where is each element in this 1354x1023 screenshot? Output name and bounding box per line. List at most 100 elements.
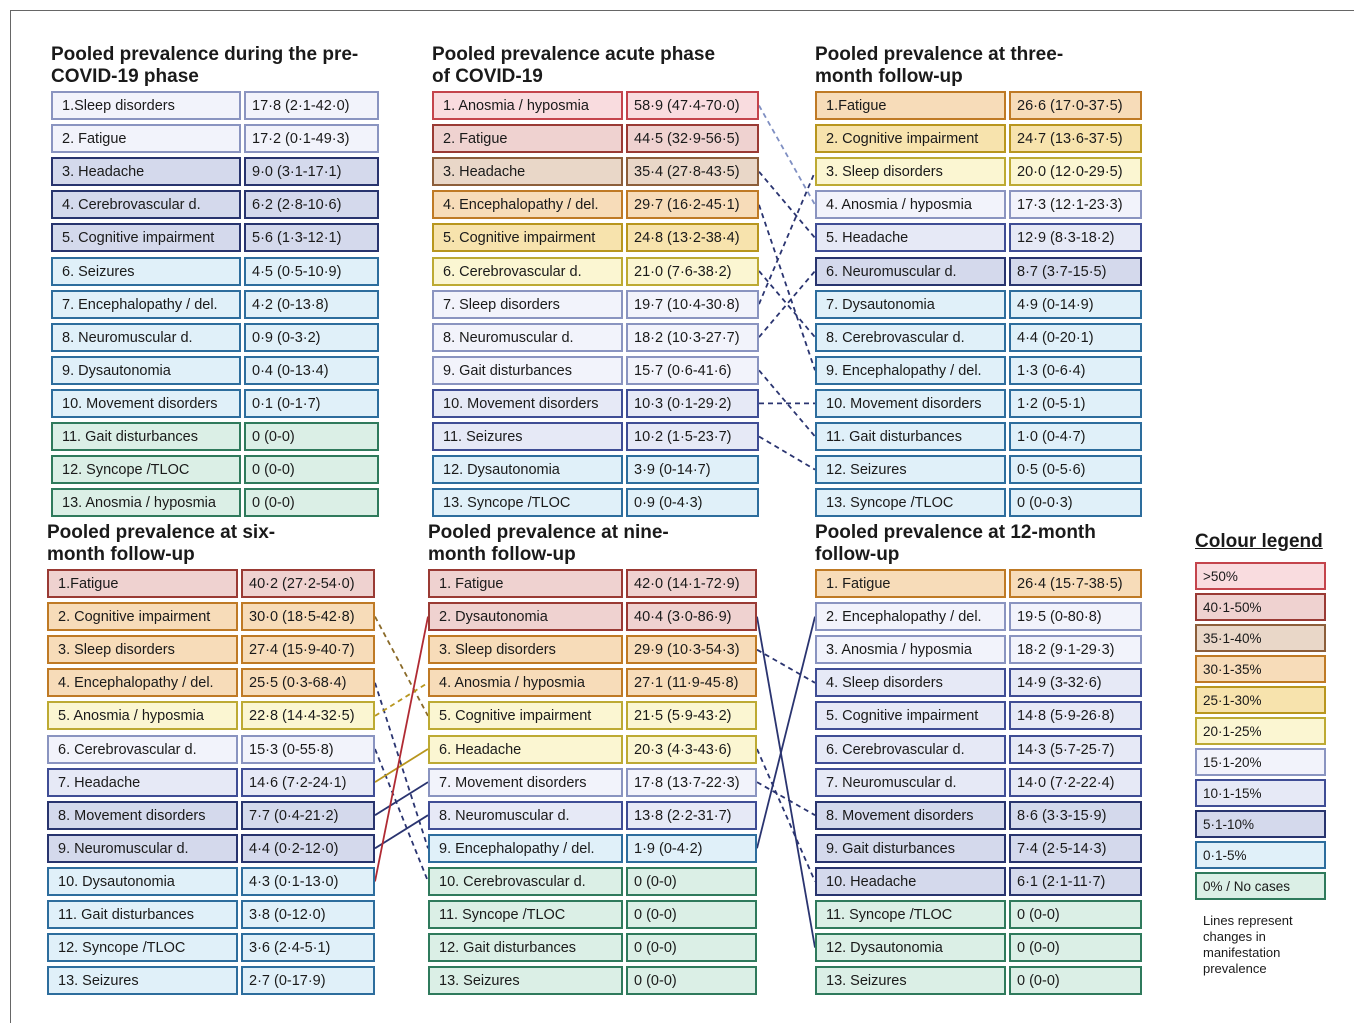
prevalence-value: 20·3 (4·3-43·6) bbox=[626, 734, 757, 764]
legend-title: Colour legend bbox=[1195, 531, 1323, 552]
manifestation-label: 4. Encephalopathy / del. bbox=[47, 668, 238, 698]
change-connector bbox=[374, 781, 429, 816]
prevalence-value: 29·7 (16·2-45·1) bbox=[626, 190, 759, 220]
manifestation-label: 1. Anosmia / hyposmia bbox=[432, 91, 623, 120]
legend-swatch: 10·1-15% bbox=[1195, 779, 1326, 807]
panel-title: Pooled prevalence at 12-month follow-up bbox=[815, 522, 1096, 565]
manifestation-label: 8. Neuromuscular d. bbox=[432, 322, 623, 352]
prevalence-value: 4·2 (0-13·8) bbox=[244, 289, 379, 319]
prevalence-value: 18·2 (10·3-27·7) bbox=[626, 322, 759, 352]
manifestation-label: 7. Sleep disorders bbox=[432, 289, 623, 319]
manifestation-label: 2. Fatigue bbox=[432, 124, 623, 154]
manifestation-label: 5. Cognitive impairment bbox=[51, 223, 241, 253]
prevalence-value: 0 (0-0) bbox=[626, 933, 757, 963]
legend-swatch: 0% / No cases bbox=[1195, 872, 1326, 900]
manifestation-label: 7. Movement disorders bbox=[428, 767, 623, 797]
prevalence-value: 6·1 (2·1-11·7) bbox=[1009, 866, 1142, 896]
prevalence-value: 17·8 (13·7-22·3) bbox=[626, 767, 757, 797]
prevalence-value: 14·8 (5·9-26·8) bbox=[1009, 701, 1142, 731]
manifestation-label: 12. Dysautonomia bbox=[815, 933, 1006, 963]
manifestation-label: 9. Neuromuscular d. bbox=[47, 833, 238, 863]
prevalence-value: 29·9 (10·3-54·3) bbox=[626, 635, 757, 665]
change-connector bbox=[758, 204, 816, 371]
manifestation-label: 6. Headache bbox=[428, 734, 623, 764]
prevalence-value: 10·2 (1·5-23·7) bbox=[626, 422, 759, 451]
prevalence-value: 21·0 (7·6-38·2) bbox=[626, 256, 759, 286]
prevalence-value: 1·0 (0-4·7) bbox=[1009, 422, 1142, 451]
manifestation-label: 4. Cerebrovascular d. bbox=[51, 190, 241, 220]
manifestation-label: 6. Neuromuscular d. bbox=[815, 256, 1006, 286]
prevalence-value: 19·7 (10·4-30·8) bbox=[626, 289, 759, 319]
prevalence-value: 4·4 (0·2-12·0) bbox=[241, 833, 375, 863]
manifestation-label: 6. Cerebrovascular d. bbox=[47, 734, 238, 764]
manifestation-label: 5. Cognitive impairment bbox=[428, 701, 623, 731]
manifestation-label: 9. Gait disturbances bbox=[815, 833, 1006, 863]
manifestation-label: 3. Sleep disorders bbox=[47, 635, 238, 665]
prevalence-value: 42·0 (14·1-72·9) bbox=[626, 569, 757, 598]
panel-title: Pooled prevalence at six- month follow-u… bbox=[47, 522, 276, 565]
prevalence-value: 18·2 (9·1-29·3) bbox=[1009, 635, 1142, 665]
manifestation-label: 13. Seizures bbox=[815, 966, 1006, 996]
prevalence-value: 0·5 (0-5·6) bbox=[1009, 455, 1142, 485]
change-connector bbox=[756, 616, 816, 849]
manifestation-label: 11. Syncope /TLOC bbox=[815, 900, 1006, 929]
prevalence-value: 1·2 (0-5·1) bbox=[1009, 388, 1142, 418]
prevalence-value: 2·7 (0-17·9) bbox=[241, 966, 375, 996]
prevalence-value: 7·4 (2·5-14·3) bbox=[1009, 833, 1142, 863]
manifestation-label: 3. Headache bbox=[51, 157, 241, 187]
prevalence-value: 9·0 (3·1-17·1) bbox=[244, 157, 379, 187]
prevalence-value: 4·3 (0·1-13·0) bbox=[241, 866, 375, 896]
manifestation-label: 1. Fatigue bbox=[428, 569, 623, 598]
prevalence-value: 0·9 (0-3·2) bbox=[244, 322, 379, 352]
manifestation-label: 2. Cognitive impairment bbox=[47, 602, 238, 632]
change-connector bbox=[374, 814, 429, 850]
prevalence-value: 0 (0-0) bbox=[626, 966, 757, 996]
manifestation-label: 10. Movement disorders bbox=[432, 388, 623, 418]
change-connector bbox=[374, 616, 429, 882]
manifestation-label: 3. Sleep disorders bbox=[428, 635, 623, 665]
legend-swatch: 20·1-25% bbox=[1195, 717, 1326, 745]
prevalence-value: 27·4 (15·9-40·7) bbox=[241, 635, 375, 665]
manifestation-label: 13. Anosmia / hyposmia bbox=[51, 488, 241, 518]
prevalence-value: 58·9 (47·4-70·0) bbox=[626, 91, 759, 120]
prevalence-value: 15·3 (0-55·8) bbox=[241, 734, 375, 764]
change-connector bbox=[374, 748, 429, 783]
manifestation-label: 12. Dysautonomia bbox=[432, 455, 623, 485]
prevalence-value: 14·0 (7·2-22·4) bbox=[1009, 767, 1142, 797]
manifestation-label: 11. Syncope /TLOC bbox=[428, 900, 623, 929]
prevalence-value: 0 (0-0·3) bbox=[1009, 488, 1142, 518]
manifestation-label: 3. Sleep disorders bbox=[815, 157, 1006, 187]
manifestation-label: 8. Cerebrovascular d. bbox=[815, 322, 1006, 352]
manifestation-label: 2. Fatigue bbox=[51, 124, 241, 154]
manifestation-label: 5. Cognitive impairment bbox=[432, 223, 623, 253]
manifestation-label: 9. Dysautonomia bbox=[51, 355, 241, 385]
prevalence-value: 25·5 (0·3-68·4) bbox=[241, 668, 375, 698]
manifestation-label: 2. Dysautonomia bbox=[428, 602, 623, 632]
prevalence-value: 24·8 (13·2-38·4) bbox=[626, 223, 759, 253]
prevalence-value: 5·6 (1·3-12·1) bbox=[244, 223, 379, 253]
prevalence-value: 0 (0-0) bbox=[244, 488, 379, 518]
prevalence-value: 13·8 (2·2-31·7) bbox=[626, 800, 757, 830]
prevalence-value: 0 (0-0) bbox=[244, 422, 379, 451]
change-connector bbox=[756, 648, 816, 684]
prevalence-value: 0·1 (0-1·7) bbox=[244, 388, 379, 418]
manifestation-label: 10. Headache bbox=[815, 866, 1006, 896]
manifestation-label: 13. Syncope /TLOC bbox=[815, 488, 1006, 518]
prevalence-value: 40·2 (27·2-54·0) bbox=[241, 569, 375, 598]
manifestation-label: 10. Cerebrovascular d. bbox=[428, 866, 623, 896]
manifestation-label: 13. Seizures bbox=[47, 966, 238, 996]
panel-title: Pooled prevalence during the pre- COVID-… bbox=[51, 44, 359, 87]
manifestation-label: 3. Anosmia / hyposmia bbox=[815, 635, 1006, 665]
change-connector bbox=[758, 270, 816, 338]
prevalence-value: 35·4 (27·8-43·5) bbox=[626, 157, 759, 187]
prevalence-value: 6·2 (2·8-10·6) bbox=[244, 190, 379, 220]
prevalence-value: 30·0 (18·5-42·8) bbox=[241, 602, 375, 632]
manifestation-label: 6. Seizures bbox=[51, 256, 241, 286]
prevalence-value: 12·9 (8·3-18·2) bbox=[1009, 223, 1142, 253]
manifestation-label: 1.Fatigue bbox=[815, 91, 1006, 120]
manifestation-label: 10. Dysautonomia bbox=[47, 866, 238, 896]
prevalence-value: 0 (0-0) bbox=[1009, 966, 1142, 996]
manifestation-label: 8. Neuromuscular d. bbox=[51, 322, 241, 352]
legend-swatch: 0·1-5% bbox=[1195, 841, 1326, 869]
